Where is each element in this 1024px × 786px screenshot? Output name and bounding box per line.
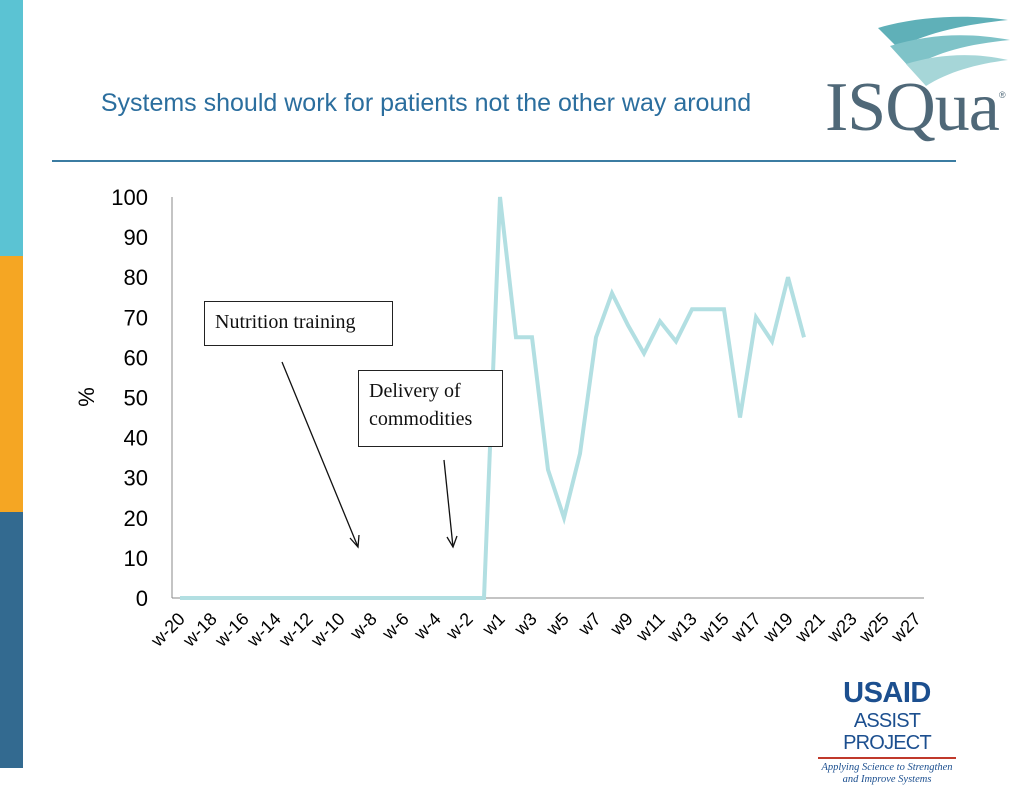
chart-axes [171,197,924,599]
usaid-tagline-2: and Improve Systems [842,774,932,785]
usaid-logo-main: USAID [843,677,931,709]
usaid-logo-sub: ASSIST PROJECT [843,710,932,754]
isqua-logo-text: ISQua [825,69,1000,146]
x-tick-label: w-4 [409,609,444,644]
x-tick-label: w19 [759,609,797,647]
y-tick-label: 20 [124,506,148,531]
slide-title: Systems should work for patients not the… [100,89,752,117]
annotation-arrows [281,361,458,549]
x-tick-label: w-10 [306,609,348,651]
nutrition-training-label: Nutrition training [215,311,356,333]
y-tick-label: 40 [124,426,148,451]
y-tick-label: 0 [136,586,148,611]
title-divider [52,160,956,162]
x-tick-label: w11 [632,609,669,646]
y-axis-label: % [74,387,99,407]
x-tick-label: w-18 [178,609,220,651]
y-tick-label: 60 [124,345,148,370]
y-tick-label: 100 [111,185,148,210]
isqua-registered-mark: ® [999,90,1006,100]
x-tick-label: w7 [574,609,605,640]
delivery-commodities-callout: Delivery of commodities [358,370,503,447]
x-tick-label: w-20 [146,609,188,651]
usaid-logo-divider [818,757,956,759]
x-tick-label: w-8 [345,609,380,644]
delivery-label-line2: commodities [369,408,473,430]
usaid-tagline-1: Applying Science to Strengthen [821,762,953,773]
x-tick-label: w27 [887,609,925,647]
x-tick-label: w5 [542,609,573,640]
y-tick-label: 70 [124,305,148,330]
isqua-logo-icon [878,16,1010,86]
x-tick-label: w-12 [274,609,316,651]
nutrition-training-callout: Nutrition training [204,301,393,346]
y-tick-label: 50 [124,386,148,411]
x-tick-label: w21 [791,609,829,647]
x-tick-label: w3 [510,609,541,640]
decorative-bar-orange [0,256,23,512]
nutrition-arrow [281,361,359,548]
x-tick-label: w1 [478,609,509,640]
decorative-bar-teal [0,0,23,256]
y-tick-label: 90 [124,225,148,250]
y-tick-label: 10 [124,546,148,571]
decorative-bar-blue [0,512,23,768]
x-tick-label: w17 [727,609,765,647]
nutrition-arrowhead [349,534,360,549]
y-tick-labels: 0 10 20 30 40 50 60 70 80 90 100 [111,185,148,611]
delivery-label-line1: Delivery of [369,380,461,402]
y-tick-label: 80 [124,265,148,290]
delivery-arrowhead [446,535,458,549]
y-tick-label: 30 [124,466,148,491]
x-tick-labels: w-20w-18w-16w-14w-12w-10w-8w-6w-4w-2 w1 w3… [146,609,924,651]
x-tick-label: w25 [855,609,893,647]
delivery-arrow [443,459,454,548]
x-tick-label: w23 [823,609,861,647]
x-tick-label: w-6 [377,609,412,644]
x-tick-label: w-14 [242,609,284,651]
usaid-assist-logo: USAID ASSIST PROJECT Applying Science to… [812,676,962,786]
x-tick-label: w-2 [441,609,476,644]
x-tick-label: w9 [606,609,637,640]
x-tick-label: w15 [695,609,733,647]
x-tick-label: w13 [663,609,701,647]
x-tick-label: w-16 [210,609,252,651]
